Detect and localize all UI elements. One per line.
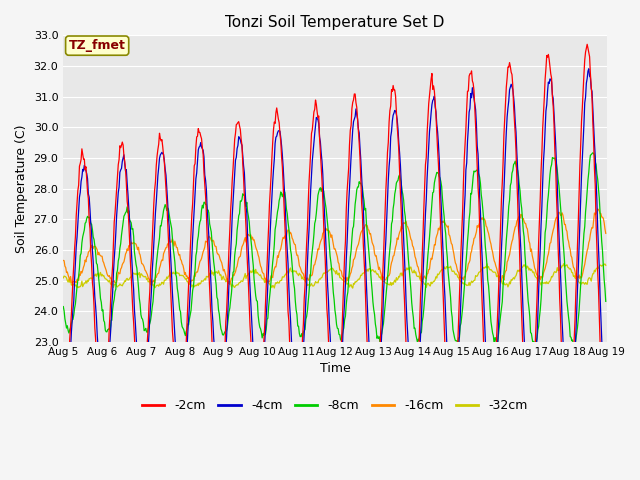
Line: -2cm: -2cm [63,44,605,442]
-8cm [602,299,609,304]
-32cm [204,275,212,280]
-8cm [75,274,83,279]
-4cm [566,425,573,431]
Title: Tonzi Soil Temperature Set D: Tonzi Soil Temperature Set D [225,15,445,30]
Y-axis label: Soil Temperature (C): Soil Temperature (C) [15,124,28,253]
-16cm [594,206,602,212]
Legend: -2cm, -4cm, -8cm, -16cm, -32cm: -2cm, -4cm, -8cm, -16cm, -32cm [137,394,533,417]
-32cm [517,266,525,272]
-16cm [226,282,234,288]
Text: TZ_fmet: TZ_fmet [68,39,125,52]
-16cm [552,216,559,222]
Line: -32cm: -32cm [63,264,605,288]
-2cm [237,127,244,132]
-2cm [583,41,591,47]
-16cm [148,276,156,282]
-2cm [75,182,83,188]
-2cm [60,395,67,401]
-8cm [148,312,156,317]
-2cm [204,247,212,252]
-2cm [551,147,559,153]
X-axis label: Time: Time [319,362,350,375]
-16cm [237,248,245,253]
-16cm [602,230,609,236]
-8cm [60,304,67,310]
-8cm [204,207,212,213]
-16cm [75,277,83,283]
-2cm [563,439,571,444]
-16cm [517,212,525,217]
-8cm [516,188,524,194]
-4cm [551,123,559,129]
-32cm [552,270,559,276]
-32cm [560,261,568,266]
-2cm [516,268,524,274]
-32cm [602,263,609,268]
-4cm [148,288,156,294]
-4cm [237,137,244,143]
Line: -4cm: -4cm [63,69,605,428]
-16cm [204,237,212,242]
-32cm [60,275,67,281]
-2cm [148,255,156,261]
Line: -8cm: -8cm [63,153,605,346]
-32cm [349,285,356,291]
-4cm [602,408,609,414]
-4cm [60,384,67,390]
-8cm [237,198,244,204]
-32cm [148,281,156,287]
-4cm [516,232,524,238]
-2cm [602,436,609,442]
-8cm [552,158,559,164]
-4cm [585,66,593,72]
-4cm [75,208,83,214]
-32cm [75,285,83,290]
-32cm [237,279,244,285]
-16cm [60,258,67,264]
-4cm [204,220,212,226]
-8cm [531,343,538,349]
-8cm [589,150,596,156]
Line: -16cm: -16cm [63,209,605,285]
